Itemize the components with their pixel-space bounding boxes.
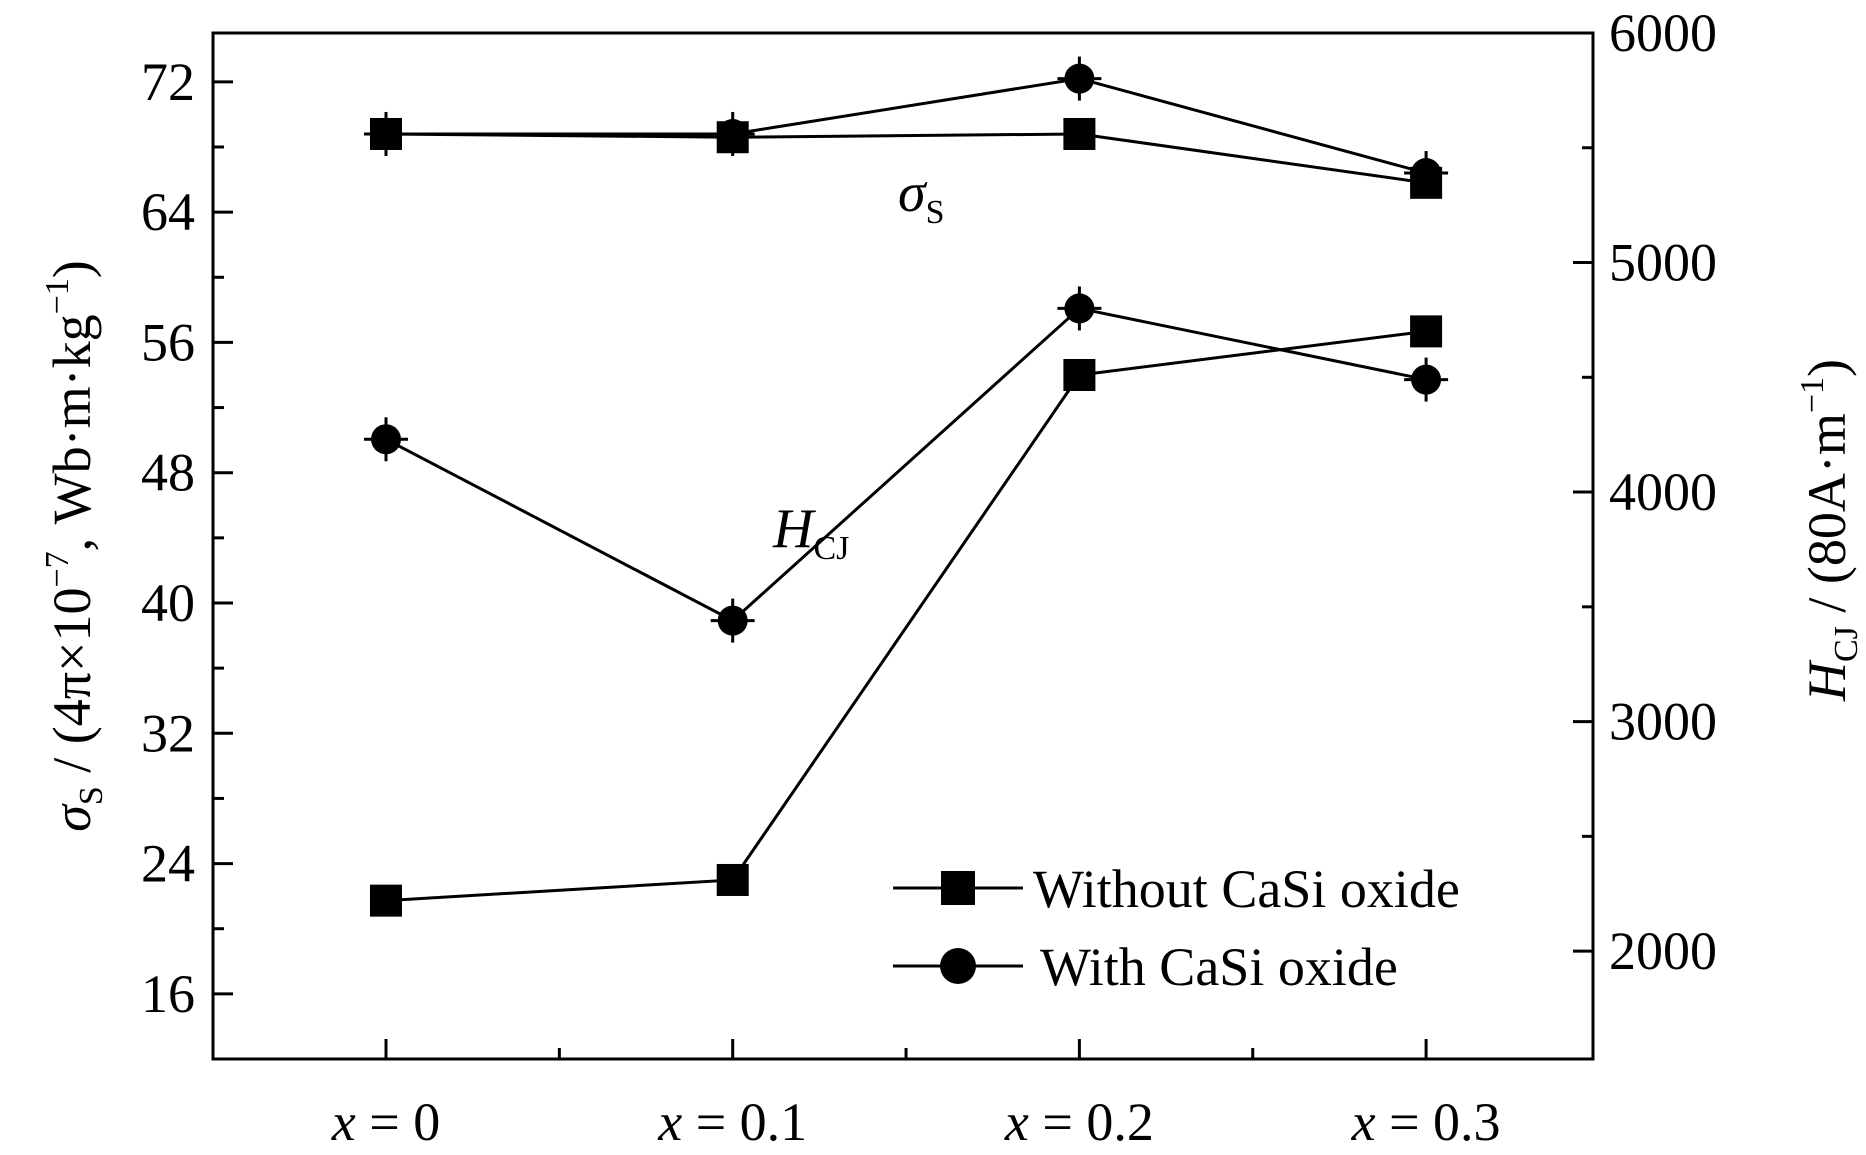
y-right-axis-label: HCJ / (80A·m−1) (1794, 359, 1865, 702)
legend-label-without: Without CaSi oxide (1033, 859, 1460, 919)
y-left-close: ) (42, 260, 102, 278)
annotation-hcj-sub: CJ (813, 530, 849, 567)
data-point-square (1063, 117, 1096, 150)
x-tick-label: x = 0.1 (657, 1092, 807, 1152)
legend-square-marker (941, 871, 975, 905)
legend-entry-with: With CaSi oxide (893, 937, 1398, 997)
y-left-rest: / (4π×10 (42, 588, 102, 787)
data-point-square (1063, 359, 1096, 391)
series-line-sigma_s-square (385, 132, 1427, 185)
data-point-circle (364, 417, 408, 462)
series-line-H_CJ-circle (385, 306, 1427, 623)
data-point-square (1410, 315, 1443, 348)
data-point-circle (1404, 151, 1449, 196)
legend: Without CaSi oxide With CaSi oxide (893, 859, 1460, 997)
left-axis-ticks: 16 24 32 40 48 56 64 72 (141, 52, 233, 1061)
annotation-sigma-s: σS (898, 162, 945, 231)
x-tick-label: x = 0.3 (1351, 1092, 1501, 1152)
data-point-circle (1404, 357, 1449, 402)
series-line-H_CJ-square (385, 329, 1427, 903)
y-right-rest: / (80A·m (1797, 413, 1857, 626)
x-tick-label: x = 0.2 (1004, 1092, 1154, 1152)
data-point-square (716, 863, 749, 896)
annotation-hcj-symbol: H (772, 498, 816, 560)
y-left-tail: , Wb·m·kg (42, 314, 102, 551)
series-line-sigma_s-circle (386, 77, 1427, 175)
y-left-axis-label: σS / (4π×10−7, Wb·m·kg−1) (39, 260, 110, 832)
series-layer (364, 56, 1449, 917)
y-left-sub: S (73, 786, 110, 805)
y-right-tick-label: 5000 (1609, 233, 1717, 293)
x-tick-label: x = 0 (331, 1092, 440, 1152)
annotation-sigma-symbol: σ (898, 162, 928, 224)
y-right-symbol: H (1797, 659, 1857, 702)
y-right-sup: −1 (1794, 377, 1831, 413)
annotation-hcj: HCJ (772, 498, 849, 567)
y-right-close: ) (1797, 359, 1857, 377)
legend-entry-without: Without CaSi oxide (893, 859, 1460, 919)
y-left-tick-label: 72 (141, 52, 195, 112)
x-axis-ticks: x = 0 x = 0.1 x = 0.2 x = 0.3 (331, 1039, 1501, 1152)
plot-frame (211, 31, 1595, 1061)
y-right-sub: CJ (1828, 626, 1865, 662)
y-left-sup: −7 (39, 551, 76, 587)
y-left-tick-label: 32 (141, 703, 195, 763)
y-left-tick-label: 64 (141, 182, 195, 242)
data-point-square (370, 884, 402, 917)
y-left-tick-label: 56 (141, 312, 195, 372)
y-right-tick-label: 3000 (1609, 692, 1717, 752)
annotation-sigma-sub: S (926, 194, 945, 231)
y-left-tick-label: 48 (141, 443, 195, 503)
y-right-tick-label: 4000 (1609, 462, 1717, 522)
y-right-tick-label: 6000 (1609, 3, 1717, 63)
data-point-circle (1057, 286, 1102, 331)
y-left-sup2: −1 (39, 278, 76, 314)
legend-label-with: With CaSi oxide (1040, 937, 1398, 997)
data-point-circle (1057, 56, 1102, 101)
y-left-tick-label: 24 (141, 834, 195, 894)
legend-circle-marker (940, 948, 976, 984)
right-axis-ticks: 2000 3000 4000 5000 6000 (1573, 3, 1717, 981)
data-point-circle (710, 111, 755, 156)
y-left-symbol: σ (42, 803, 102, 832)
y-right-tick-label: 2000 (1609, 921, 1717, 981)
y-left-tick-label: 16 (141, 964, 195, 1024)
data-point-circle (710, 598, 755, 643)
y-left-tick-label: 40 (141, 573, 195, 633)
data-point-circle (364, 111, 408, 156)
